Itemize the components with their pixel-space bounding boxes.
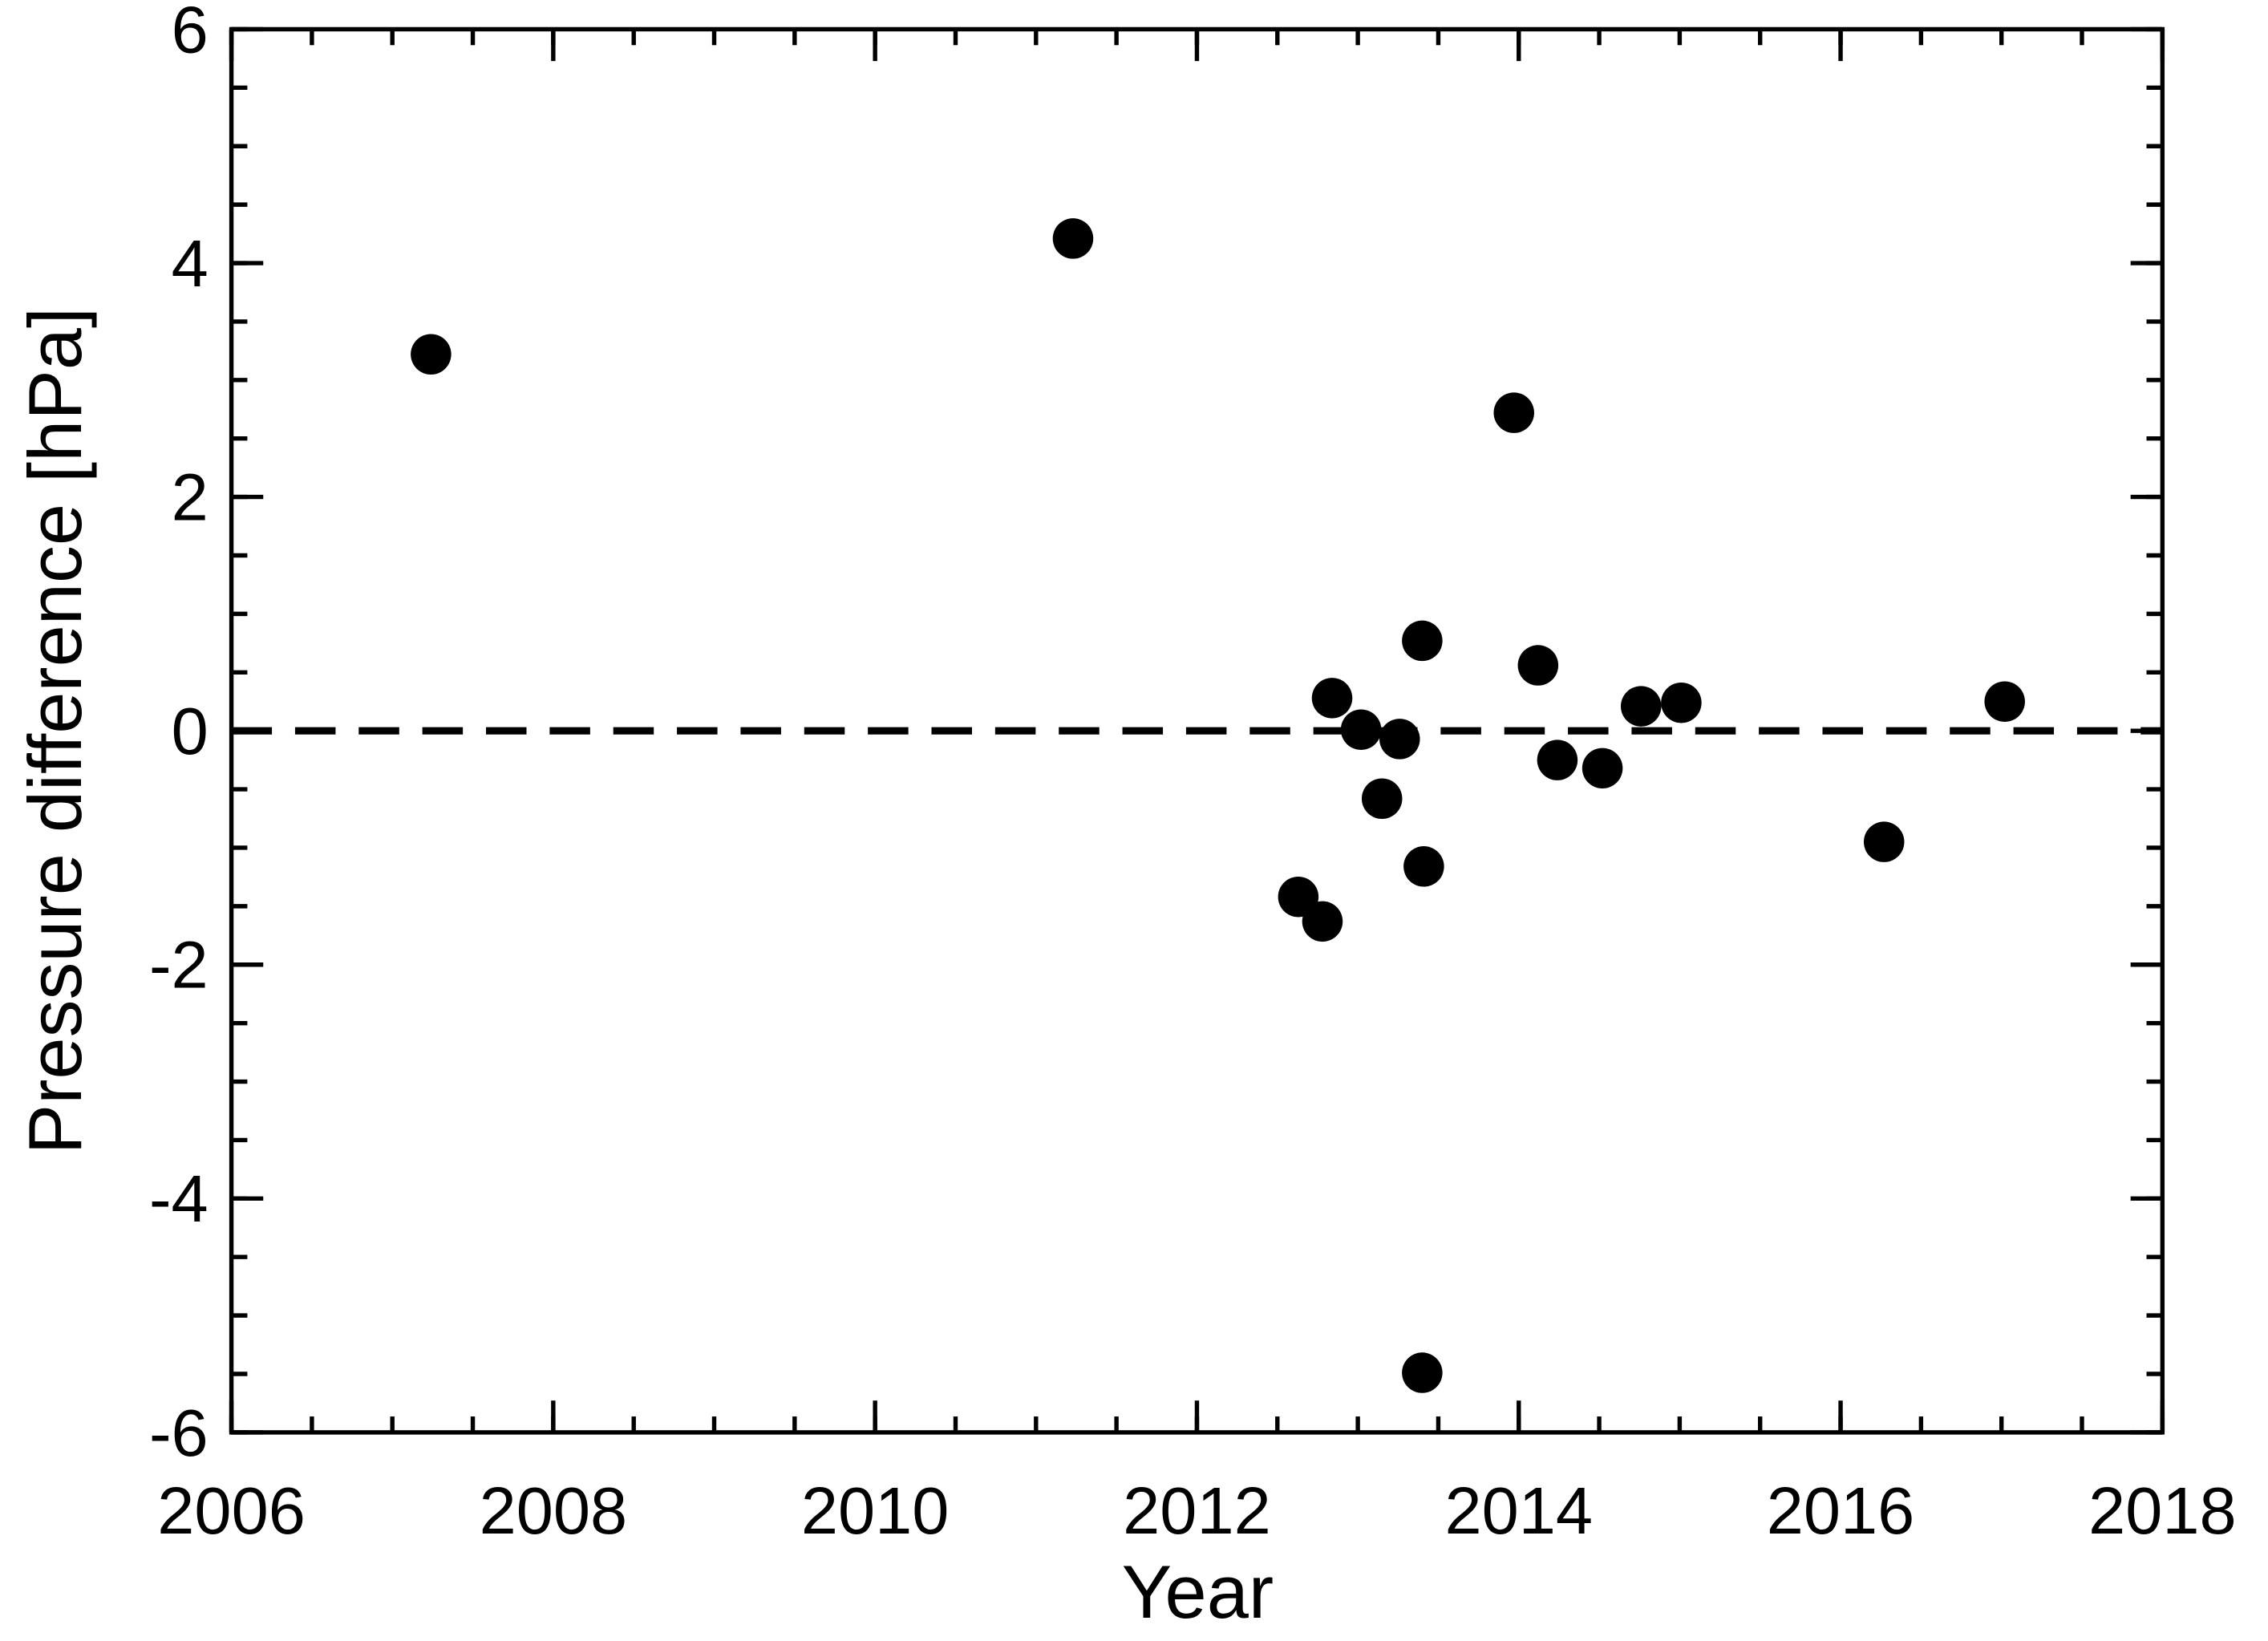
y-axis-title: Pressure difference [hPa] (13, 307, 97, 1154)
point (1661, 682, 1702, 723)
point (1582, 748, 1623, 789)
point (1311, 678, 1353, 719)
y-tick-label: -6 (149, 1396, 209, 1470)
y-tick-label: 0 (172, 694, 209, 768)
point (1537, 739, 1578, 780)
y-tick-label: -4 (149, 1161, 209, 1236)
point (1052, 218, 1094, 259)
point (1361, 778, 1403, 819)
point (411, 334, 452, 375)
x-tick-label: 2006 (157, 1473, 306, 1548)
x-tick-label: 2014 (1444, 1473, 1593, 1548)
y-tick-label: 4 (172, 226, 209, 301)
point (1517, 645, 1559, 686)
point (1402, 620, 1443, 662)
x-tick-label: 2010 (801, 1473, 950, 1548)
y-tick-label: 6 (172, 0, 209, 67)
x-axis-title: Year (1122, 1550, 1274, 1634)
point (1402, 1352, 1443, 1393)
point (1620, 686, 1662, 727)
x-tick-label: 2008 (480, 1473, 628, 1548)
x-tick-label: 2012 (1123, 1473, 1271, 1548)
point (1302, 901, 1343, 942)
point (1863, 821, 1905, 862)
y-tick-label: 2 (172, 460, 209, 534)
y-tick-label: -2 (149, 928, 209, 1003)
point (1340, 709, 1382, 750)
point (1379, 719, 1420, 760)
point (1403, 846, 1444, 887)
point (1984, 681, 2025, 722)
x-tick-label: 2016 (1767, 1473, 1915, 1548)
point (1493, 392, 1534, 433)
x-tick-label: 2018 (2088, 1473, 2237, 1548)
